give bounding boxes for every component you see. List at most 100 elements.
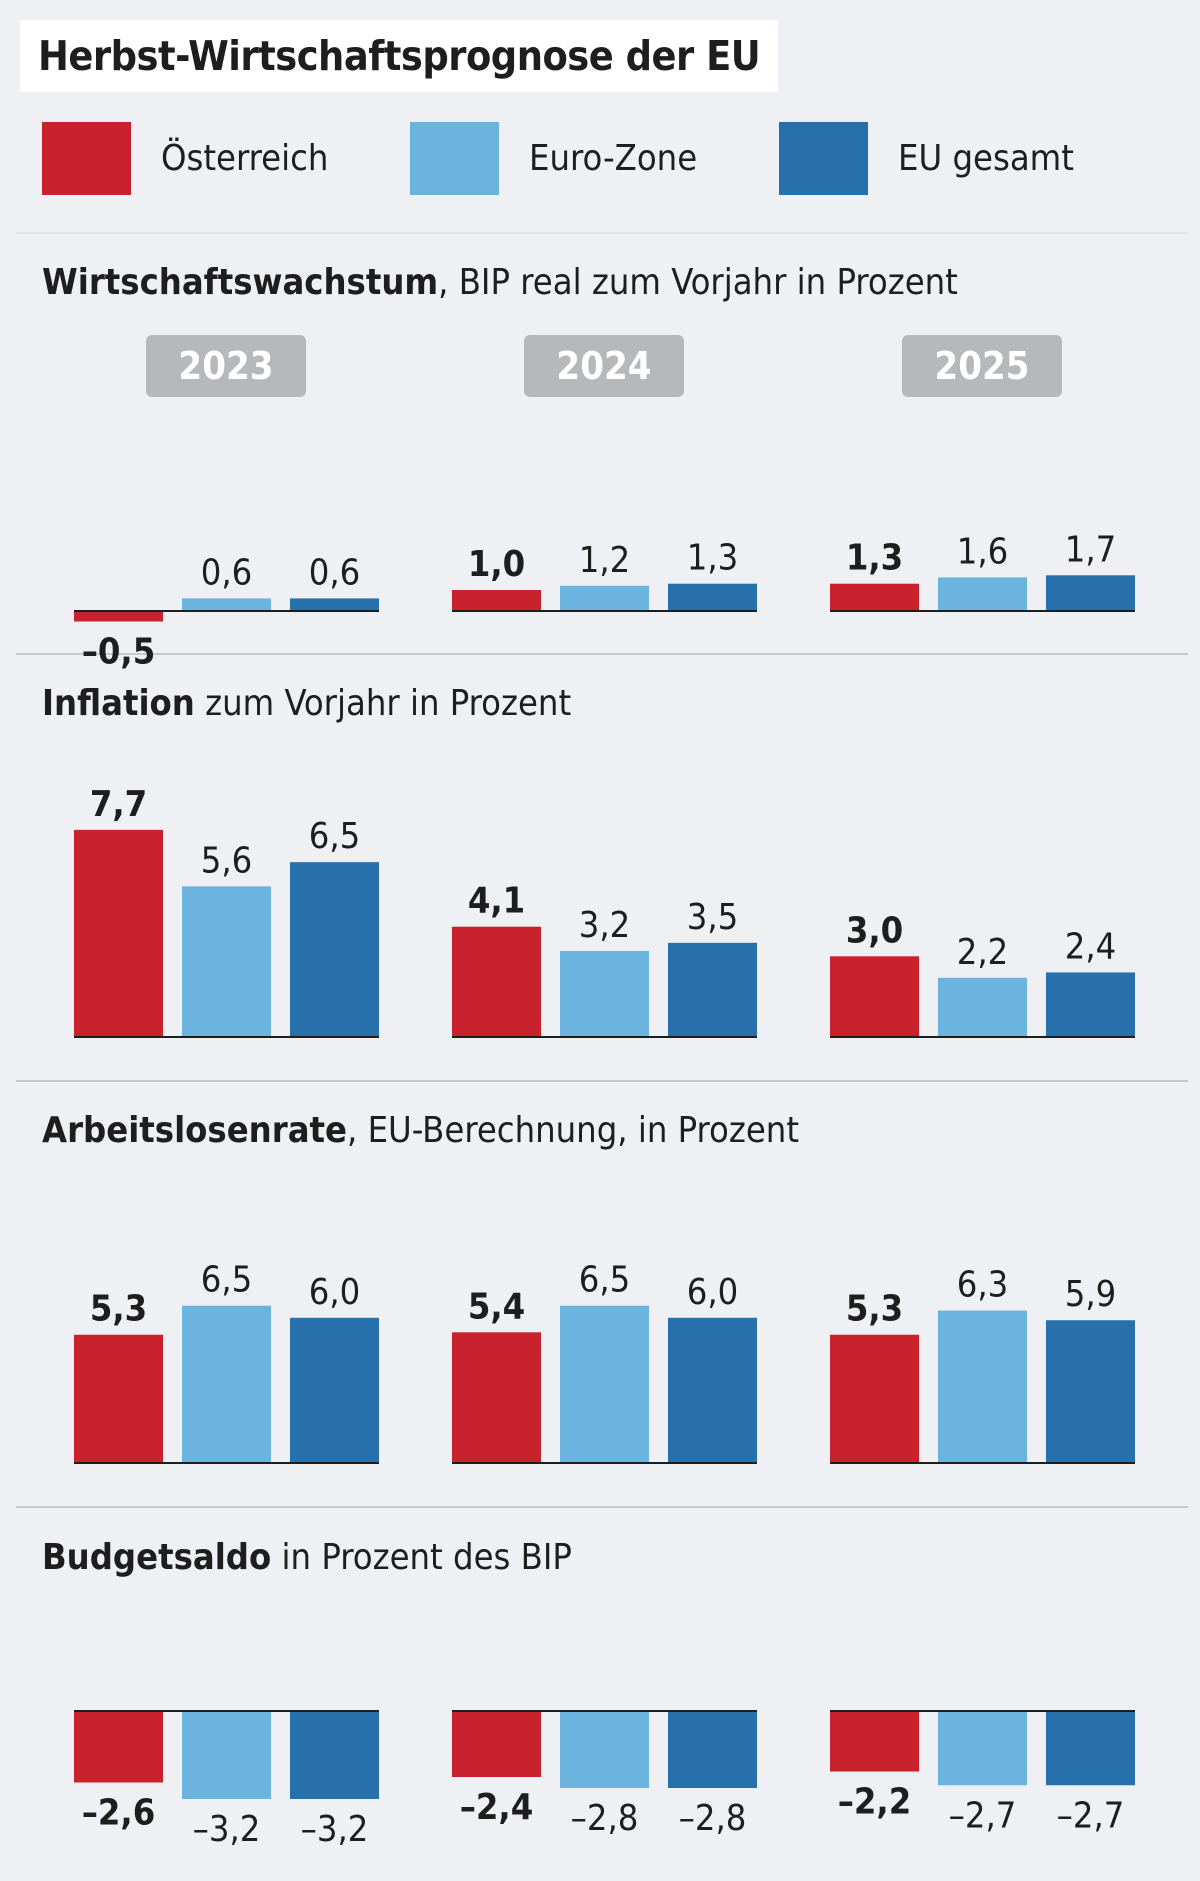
- bar-wachstum-2023-eu-gesamt: [290, 598, 379, 611]
- legend-item-oesterreich: Österreich: [42, 122, 328, 195]
- value-label-wachstum-2025-eu-gesamt: 1,7: [1065, 529, 1117, 570]
- bar-budget-2024-eu-gesamt: [668, 1711, 757, 1788]
- bar-inflation-2025-eu-gesamt: [1046, 972, 1135, 1037]
- section-title-wachstum: Wirtschaftswachstum, BIP real zum Vorjah…: [42, 262, 958, 303]
- legend-item-euro-zone: Euro-Zone: [410, 122, 697, 195]
- bar-budget-2024-euro-zone: [560, 1711, 649, 1788]
- value-label-budget-2023-oesterreich: –2,6: [82, 1793, 156, 1834]
- value-label-wachstum-2024-oesterreich: 1,0: [468, 544, 525, 585]
- bar-arbeitslosen-2024-oesterreich: [452, 1332, 541, 1463]
- year-pill-2024: 2024: [524, 335, 684, 397]
- bar-budget-2025-eu-gesamt: [1046, 1711, 1135, 1786]
- divider-2: [16, 1080, 1188, 1082]
- bar-inflation-2023-euro-zone: [182, 886, 271, 1037]
- bar-inflation-2024-eu-gesamt: [668, 942, 757, 1037]
- value-label-wachstum-2024-euro-zone: 1,2: [579, 540, 631, 581]
- value-label-budget-2025-euro-zone: –2,7: [949, 1795, 1017, 1836]
- bar-budget-2023-oesterreich: [74, 1711, 163, 1783]
- bar-budget-2023-eu-gesamt: [290, 1711, 379, 1799]
- divider-3: [16, 1506, 1188, 1508]
- section-title-arbeitslosen-rest: , EU-Berechnung, in Prozent: [347, 1110, 800, 1151]
- chart-title-box: Herbst-Wirtschaftsprognose der EU: [20, 20, 779, 92]
- bar-inflation-2024-euro-zone: [560, 950, 649, 1037]
- bar-inflation-2023-eu-gesamt: [290, 862, 379, 1037]
- value-label-wachstum-2023-eu-gesamt: 0,6: [309, 552, 361, 593]
- bar-wachstum-2025-oesterreich: [830, 583, 919, 611]
- section-title-budget-rest: in Prozent des BIP: [271, 1537, 572, 1578]
- value-label-budget-2023-eu-gesamt: –3,2: [301, 1809, 369, 1850]
- value-label-budget-2024-eu-gesamt: –2,8: [679, 1798, 747, 1839]
- bar-arbeitslosen-2025-oesterreich: [830, 1334, 919, 1463]
- divider-1: [16, 653, 1188, 655]
- value-label-inflation-2023-eu-gesamt: 6,5: [309, 816, 361, 857]
- value-label-budget-2025-eu-gesamt: –2,7: [1057, 1795, 1125, 1836]
- bar-arbeitslosen-2023-eu-gesamt: [290, 1317, 379, 1463]
- bar-arbeitslosen-2023-oesterreich: [74, 1334, 163, 1463]
- bar-inflation-2025-oesterreich: [830, 956, 919, 1037]
- value-label-inflation-2024-eu-gesamt: 3,5: [687, 897, 739, 938]
- bar-budget-2024-oesterreich: [452, 1711, 541, 1777]
- bar-wachstum-2024-eu-gesamt: [668, 583, 757, 611]
- section-title-arbeitslosen: Arbeitslosenrate, EU-Berechnung, in Proz…: [42, 1110, 799, 1151]
- year-pill-2023: 2023: [146, 335, 306, 397]
- value-label-arbeitslosen-2023-eu-gesamt: 6,0: [309, 1272, 361, 1313]
- value-label-inflation-2025-euro-zone: 2,2: [957, 932, 1009, 973]
- value-label-arbeitslosen-2025-oesterreich: 5,3: [846, 1289, 903, 1330]
- value-label-arbeitslosen-2025-eu-gesamt: 5,9: [1065, 1274, 1117, 1315]
- legend-item-eu-gesamt: EU gesamt: [779, 122, 1074, 195]
- bar-arbeitslosen-2025-eu-gesamt: [1046, 1320, 1135, 1463]
- value-label-wachstum-2023-euro-zone: 0,6: [201, 552, 253, 593]
- value-label-arbeitslosen-2024-eu-gesamt: 6,0: [687, 1272, 739, 1313]
- bar-inflation-2025-euro-zone: [938, 977, 1027, 1037]
- bar-budget-2025-oesterreich: [830, 1711, 919, 1772]
- bar-budget-2025-euro-zone: [938, 1711, 1027, 1786]
- section-title-wachstum-rest: , BIP real zum Vorjahr in Prozent: [438, 262, 958, 303]
- bar-inflation-2023-oesterreich: [74, 829, 163, 1037]
- value-label-wachstum-2024-eu-gesamt: 1,3: [687, 538, 739, 579]
- section-title-wachstum-bold: Wirtschaftswachstum: [42, 262, 439, 303]
- year-pill-2025: 2025: [902, 335, 1062, 397]
- value-label-wachstum-2025-euro-zone: 1,6: [957, 531, 1009, 572]
- value-label-wachstum-2023-oesterreich: –0,5: [82, 632, 156, 673]
- bar-wachstum-2023-euro-zone: [182, 598, 271, 611]
- value-label-budget-2023-euro-zone: –3,2: [193, 1809, 261, 1850]
- bar-wachstum-2025-euro-zone: [938, 577, 1027, 611]
- value-label-inflation-2025-eu-gesamt: 2,4: [1065, 926, 1117, 967]
- legend-label-eu-gesamt: EU gesamt: [898, 138, 1074, 179]
- bar-arbeitslosen-2024-eu-gesamt: [668, 1317, 757, 1463]
- divider-legend: [16, 232, 1188, 234]
- value-label-inflation-2023-oesterreich: 7,7: [90, 784, 147, 825]
- bar-wachstum-2025-eu-gesamt: [1046, 575, 1135, 611]
- section-title-inflation-rest: zum Vorjahr in Prozent: [194, 683, 572, 724]
- legend-label-oesterreich: Österreich: [161, 138, 329, 179]
- legend-swatch-eu-gesamt: [779, 122, 868, 195]
- value-label-wachstum-2025-oesterreich: 1,3: [846, 538, 903, 579]
- legend-swatch-oesterreich: [42, 122, 131, 195]
- value-label-inflation-2024-oesterreich: 4,1: [468, 881, 525, 922]
- section-title-arbeitslosen-bold: Arbeitslosenrate: [42, 1110, 348, 1151]
- legend-swatch-euro-zone: [410, 122, 499, 195]
- value-label-budget-2024-euro-zone: –2,8: [571, 1798, 639, 1839]
- chart-title: Herbst-Wirtschaftsprognose der EU: [38, 32, 761, 80]
- value-label-arbeitslosen-2024-euro-zone: 6,5: [579, 1260, 631, 1301]
- section-title-inflation-bold: Inflation: [42, 683, 195, 724]
- value-label-inflation-2024-euro-zone: 3,2: [579, 905, 631, 946]
- bar-budget-2023-euro-zone: [182, 1711, 271, 1799]
- bar-arbeitslosen-2023-euro-zone: [182, 1305, 271, 1463]
- bar-arbeitslosen-2024-euro-zone: [560, 1305, 649, 1463]
- value-label-arbeitslosen-2023-euro-zone: 6,5: [201, 1260, 253, 1301]
- value-label-inflation-2025-oesterreich: 3,0: [846, 910, 903, 951]
- bar-wachstum-2024-euro-zone: [560, 585, 649, 611]
- value-label-arbeitslosen-2025-euro-zone: 6,3: [957, 1265, 1009, 1306]
- bar-inflation-2024-oesterreich: [452, 926, 541, 1037]
- bar-wachstum-2024-oesterreich: [452, 590, 541, 611]
- bar-wachstum-2023-oesterreich: [74, 611, 163, 622]
- bar-arbeitslosen-2025-euro-zone: [938, 1310, 1027, 1463]
- value-label-inflation-2023-euro-zone: 5,6: [201, 840, 253, 881]
- value-label-arbeitslosen-2024-oesterreich: 5,4: [468, 1286, 525, 1327]
- section-title-budget-bold: Budgetsaldo: [42, 1537, 272, 1578]
- value-label-budget-2025-oesterreich: –2,2: [838, 1782, 912, 1823]
- section-title-inflation: Inflation zum Vorjahr in Prozent: [42, 683, 571, 724]
- legend-label-euro-zone: Euro-Zone: [529, 138, 698, 179]
